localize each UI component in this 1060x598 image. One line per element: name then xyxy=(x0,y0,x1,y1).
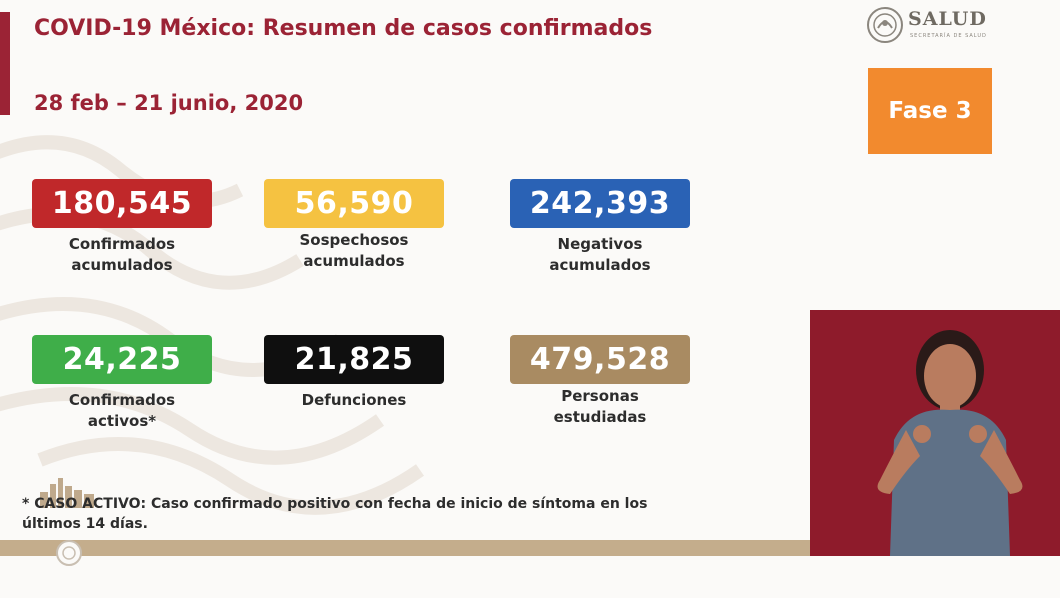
seal-icon xyxy=(867,7,903,43)
stat-label: Sospechosos acumulados xyxy=(264,230,444,272)
stat-label-line: Defunciones xyxy=(301,391,407,409)
stat-confirmados-acumulados: 180,545 Confirmados acumulados xyxy=(32,179,212,276)
stat-value: 180,545 xyxy=(32,179,212,228)
footnote-line: * CASO ACTIVO: Caso confirmado positivo … xyxy=(22,496,648,512)
stat-label-line: acumulados xyxy=(71,256,173,274)
stat-label-line: Confirmados xyxy=(68,391,176,409)
stat-label-line: Confirmados xyxy=(68,235,176,253)
stat-value: 21,825 xyxy=(264,335,444,384)
stat-value: 24,225 xyxy=(32,335,212,384)
bottom-band xyxy=(0,540,810,556)
stat-label-line: Sospechosos xyxy=(299,231,409,249)
stat-personas-estudiadas: 479,528 Personas estudiadas xyxy=(510,335,690,428)
stat-label-line: acumulados xyxy=(303,252,405,270)
logo-subtitle: SECRETARÍA DE SALUD xyxy=(910,33,987,39)
stat-label: Negativos acumulados xyxy=(510,234,690,276)
footnote: * CASO ACTIVO: Caso confirmado positivo … xyxy=(22,494,722,534)
stat-value: 242,393 xyxy=(510,179,690,228)
date-range: 28 feb – 21 junio, 2020 xyxy=(34,91,304,115)
stat-label: Defunciones xyxy=(264,390,444,411)
phase-button[interactable]: Fase 3 xyxy=(868,68,992,154)
stat-label-line: Personas xyxy=(561,387,639,405)
stat-label: Personas estudiadas xyxy=(510,386,690,428)
stat-sospechosos-acumulados: 56,590 Sospechosos acumulados xyxy=(264,179,444,272)
stat-label-line: Negativos xyxy=(557,235,643,253)
stat-defunciones: 21,825 Defunciones xyxy=(264,335,444,411)
stat-label: Confirmados acumulados xyxy=(32,234,212,276)
interpreter-video xyxy=(810,310,1060,556)
stat-label-line: acumulados xyxy=(549,256,651,274)
stat-label-line: activos* xyxy=(87,412,157,430)
stat-value: 56,590 xyxy=(264,179,444,228)
stat-label-line: estudiadas xyxy=(553,408,647,426)
salud-logo: SALUD SECRETARÍA DE SALUD xyxy=(866,4,996,46)
stat-label: Confirmados activos* xyxy=(32,390,212,432)
logo-wordmark: SALUD xyxy=(908,8,987,30)
stat-value: 479,528 xyxy=(510,335,690,384)
stat-negativos-acumulados: 242,393 Negativos acumulados xyxy=(510,179,690,276)
monument-icon xyxy=(40,478,94,508)
footnote-line: últimos 14 días. xyxy=(22,516,148,532)
interpreter-figure xyxy=(810,310,1060,556)
seal-icon xyxy=(56,540,82,566)
page-title: COVID-19 México: Resumen de casos confir… xyxy=(34,16,653,41)
stat-confirmados-activos: 24,225 Confirmados activos* xyxy=(32,335,212,432)
accent-bar xyxy=(0,12,10,115)
